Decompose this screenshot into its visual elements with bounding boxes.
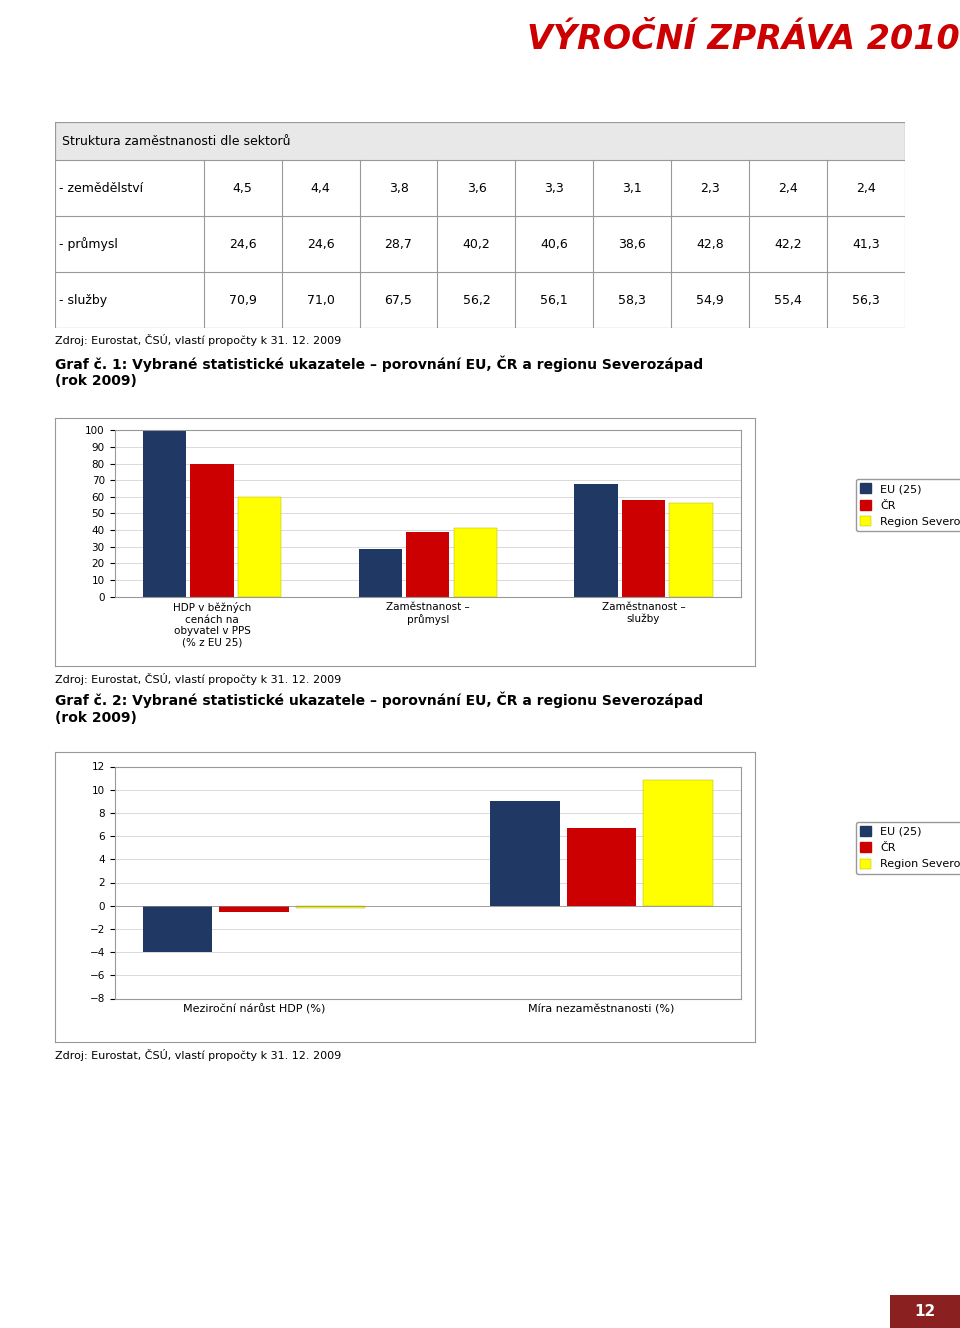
Text: 58,3: 58,3: [618, 293, 646, 307]
Text: 56,2: 56,2: [463, 293, 491, 307]
Bar: [238, 497, 281, 596]
Bar: [491, 801, 560, 906]
Text: 2,3: 2,3: [701, 182, 720, 195]
Text: Graf č. 1: Vybrané statistické ukazatele – porovnání EU, ČR a regionu Severozápa: Graf č. 1: Vybrané statistické ukazatele…: [55, 355, 703, 388]
Text: 41,3: 41,3: [852, 238, 880, 251]
Text: - zemědělství: - zemědělství: [60, 182, 143, 195]
Bar: [454, 529, 496, 596]
Bar: [643, 781, 712, 906]
Bar: [143, 906, 212, 952]
Bar: [143, 430, 186, 596]
Text: 40,6: 40,6: [540, 238, 568, 251]
Text: 2,4: 2,4: [779, 182, 798, 195]
Text: 4,5: 4,5: [232, 182, 252, 195]
Text: 3,1: 3,1: [622, 182, 642, 195]
Bar: [190, 463, 233, 596]
Text: 42,2: 42,2: [775, 238, 802, 251]
Legend: EU (25), ČR, Region Severozápad: EU (25), ČR, Region Severozápad: [855, 822, 960, 874]
Text: 42,8: 42,8: [696, 238, 724, 251]
Text: Zdroj: Eurostat, ČSÚ, vlastí propočty k 31. 12. 2009: Zdroj: Eurostat, ČSÚ, vlastí propočty k …: [55, 1049, 341, 1061]
Text: 4,4: 4,4: [311, 182, 330, 195]
Text: 3,6: 3,6: [467, 182, 487, 195]
Text: 38,6: 38,6: [618, 238, 646, 251]
Bar: [359, 548, 402, 596]
Text: - průmysl: - průmysl: [60, 238, 118, 251]
Text: 71,0: 71,0: [306, 293, 335, 307]
Text: 54,9: 54,9: [696, 293, 724, 307]
Text: 24,6: 24,6: [307, 238, 334, 251]
Text: 56,1: 56,1: [540, 293, 568, 307]
Bar: [55, 122, 905, 161]
Bar: [890, 1295, 960, 1328]
Text: Struktura zaměstnanosti dle sektorů: Struktura zaměstnanosti dle sektorů: [61, 134, 290, 147]
Text: 28,7: 28,7: [385, 238, 413, 251]
Bar: [220, 906, 289, 911]
Text: Graf č. 2: Vybrané statistické ukazatele – porovnání EU, ČR a regionu Severozápa: Graf č. 2: Vybrané statistické ukazatele…: [55, 692, 703, 725]
Text: Zdroj: Eurostat, ČSÚ, vlastí propočty k 31. 12. 2009: Zdroj: Eurostat, ČSÚ, vlastí propočty k …: [55, 673, 341, 685]
Text: - služby: - služby: [60, 293, 108, 307]
Bar: [296, 906, 365, 908]
Bar: [406, 533, 449, 596]
Text: Zdroj: Eurostat, ČSÚ, vlastí propočty k 31. 12. 2009: Zdroj: Eurostat, ČSÚ, vlastí propočty k …: [55, 335, 341, 347]
Text: 40,2: 40,2: [463, 238, 491, 251]
Text: 56,3: 56,3: [852, 293, 880, 307]
Text: 3,8: 3,8: [389, 182, 408, 195]
Bar: [574, 485, 617, 596]
Text: 70,9: 70,9: [228, 293, 256, 307]
Text: 3,3: 3,3: [544, 182, 564, 195]
Text: VÝROČNÍ ZPRÁVA 2010: VÝROČNÍ ZPRÁVA 2010: [527, 23, 960, 56]
Text: 2,4: 2,4: [856, 182, 876, 195]
Text: 24,6: 24,6: [228, 238, 256, 251]
Text: 55,4: 55,4: [774, 293, 802, 307]
Legend: EU (25), ČR, Region Severozápad: EU (25), ČR, Region Severozápad: [855, 479, 960, 531]
Text: 12: 12: [914, 1304, 936, 1319]
Bar: [669, 503, 712, 596]
Bar: [622, 499, 665, 596]
Text: 67,5: 67,5: [385, 293, 413, 307]
Bar: [566, 827, 636, 906]
